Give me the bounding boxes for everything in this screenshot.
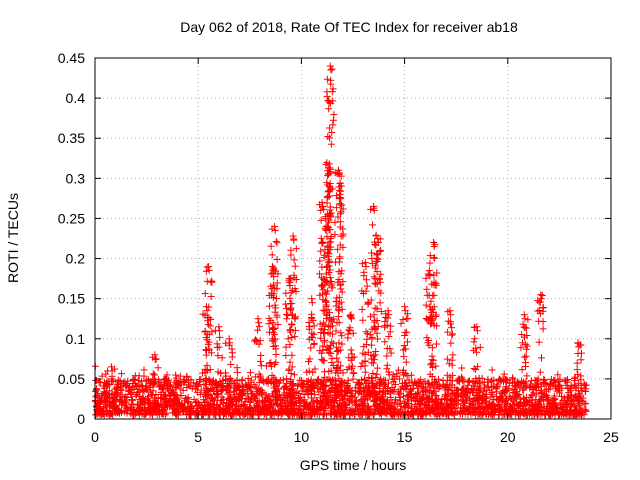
data-point [453,397,461,405]
data-point [118,370,126,378]
y-tick-label: 0.35 [58,130,85,146]
data-point [476,386,484,394]
y-tick-label: 0.1 [66,331,86,347]
data-point [173,377,181,385]
data-point [444,390,452,398]
data-point [117,398,125,406]
data-point [140,366,148,374]
data-point [502,383,510,391]
data-point [245,384,253,392]
x-tick-label: 5 [194,429,202,445]
data-point [124,377,132,385]
data-point [123,409,131,417]
x-tick-label: 25 [603,429,619,445]
data-point [347,390,355,398]
x-tick-label: 20 [500,429,516,445]
data-point [396,393,404,401]
grid [95,58,611,419]
data-point [283,393,291,401]
data-point [311,391,319,399]
data-point [532,396,540,404]
data-point [136,381,144,389]
data-point [102,370,110,378]
data-point [395,390,403,398]
data-points [91,62,590,419]
x-tick-label: 10 [294,429,310,445]
data-point [172,383,180,391]
data-point [500,370,508,378]
x-axis-label: GPS time / hours [300,457,407,473]
y-tick-label: 0.2 [66,251,86,267]
data-point [465,394,473,402]
data-point [357,362,365,370]
data-point [533,390,541,398]
y-tick-label: 0 [77,411,85,427]
data-point [407,371,415,379]
y-tick-label: 0.05 [58,371,85,387]
data-point [523,372,531,380]
x-tick-label: 0 [91,429,99,445]
data-point [293,388,301,396]
data-point [365,402,373,410]
data-point [315,388,323,396]
chart-title: Day 062 of 2018, Rate Of TEC Index for r… [180,19,518,35]
y-tick-label: 0.25 [58,210,85,226]
data-point [304,391,312,399]
y-tick-label: 0.3 [66,170,86,186]
data-point [176,385,184,393]
data-point [521,398,529,406]
data-point [547,375,555,383]
data-point [413,389,421,397]
y-tick-label: 0.45 [58,50,85,66]
data-point [171,378,179,386]
data-point [129,411,137,419]
data-point [350,369,358,377]
data-point [197,386,205,394]
data-point [179,386,187,394]
y-tick-label: 0.15 [58,291,85,307]
data-point [307,389,315,397]
y-axis-label: ROTI / TECUs [5,193,21,283]
x-tick-label: 15 [397,429,413,445]
y-tick-label: 0.4 [66,90,86,106]
data-point [124,405,132,413]
data-point [177,392,185,400]
data-point [120,394,128,402]
data-point [546,381,554,389]
data-point [458,364,466,372]
data-point [224,390,232,398]
data-point [149,387,157,395]
